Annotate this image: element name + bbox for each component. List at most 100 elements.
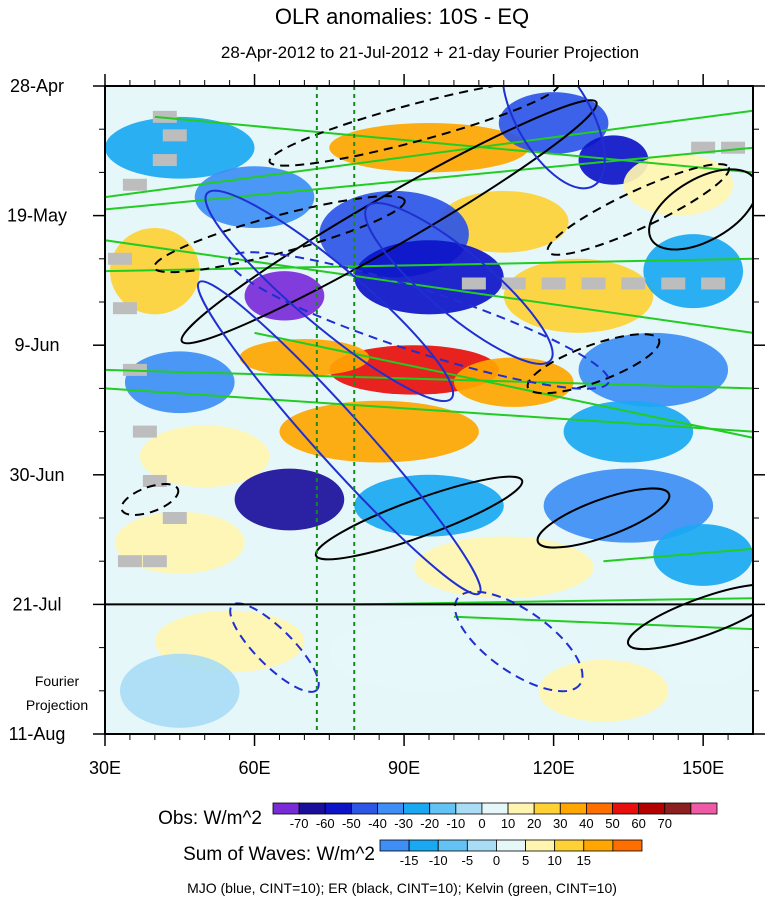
missing-data-cell [152, 154, 177, 167]
projection-label-line1: Fourier [35, 673, 80, 689]
anomaly-blob [414, 536, 594, 599]
projection-label-line2: Projection [26, 697, 88, 713]
missing-data-cell [132, 425, 157, 438]
colorbar-swatch [379, 839, 410, 852]
anomaly-blob [498, 92, 609, 154]
x-tick-label: 60E [239, 758, 271, 778]
colorbar-swatch [429, 802, 457, 815]
er-contour [314, 475, 524, 561]
colorbar-level-label: -60 [316, 816, 335, 831]
missing-data-cell [112, 302, 137, 315]
colorbar-level-label: 10 [501, 816, 515, 831]
x-tick-label: 150E [682, 758, 724, 778]
anomaly-blob [354, 240, 504, 315]
anomaly-blob [438, 190, 569, 253]
anomaly-blob [543, 468, 714, 543]
colorbar-level-label: -40 [368, 816, 387, 831]
missing-data-cell [721, 141, 746, 154]
missing-data-cell [122, 178, 147, 191]
er-contour [536, 487, 671, 549]
x-tick-label: 120E [533, 758, 575, 778]
anomaly-blob [139, 425, 270, 488]
er-contour [626, 583, 753, 651]
colorbar-level-label: -10 [446, 816, 465, 831]
obs-colorbar-label: Obs: W/m^2 [158, 808, 262, 829]
missing-data-cell [541, 277, 566, 290]
colorbar-swatch [612, 802, 640, 815]
mjo-contour [453, 590, 584, 693]
missing-data-cell [701, 277, 726, 290]
missing-data-cell [691, 141, 716, 154]
colorbar-swatch [408, 839, 439, 852]
missing-data-cell [162, 129, 187, 142]
colorbar-level-label: -10 [429, 853, 448, 868]
anomaly-blob [563, 400, 694, 463]
y-tick-label: 28-Apr [10, 76, 64, 96]
missing-data-cell [142, 474, 167, 487]
waves-colorbar: -15 -10 -5 0 5 10 15 [379, 839, 643, 868]
colorbar-swatch [586, 802, 613, 815]
colorbar-level-label: 40 [579, 816, 593, 831]
colorbar-swatch [350, 802, 378, 815]
plot-area [105, 86, 753, 734]
missing-data-cell [117, 555, 142, 568]
colorbar-level-label: 30 [553, 816, 567, 831]
waves-colorbar-label: Sum of Waves: W/m^2 [183, 844, 375, 865]
colorbar-level-label: -15 [400, 853, 419, 868]
er-contour [546, 163, 731, 256]
colorbar-level-label: -70 [290, 816, 309, 831]
x-tick-label: 90E [388, 758, 420, 778]
y-tick-label: 21-Jul [12, 594, 61, 614]
colorbar-swatch [525, 839, 556, 852]
colorbar-swatch [437, 839, 468, 852]
x-tick-label: 30E [89, 758, 121, 778]
anomaly-blob [244, 271, 325, 321]
anomaly-blob [239, 339, 370, 377]
kelvin-contour [105, 368, 753, 390]
colorbar-level-label: 0 [493, 853, 500, 868]
colorbar-level-label: 15 [577, 853, 591, 868]
missing-data-cell [461, 277, 486, 290]
reference-lines [315, 86, 356, 734]
mjo-contour [204, 189, 455, 403]
anomaly-blob [503, 258, 654, 333]
missing-data-cell [661, 277, 686, 290]
er-contour [648, 168, 753, 251]
mjo-contours [196, 86, 610, 693]
anomaly-blob [329, 616, 529, 691]
missing-data-cell [581, 277, 606, 290]
anomaly-blob [538, 659, 669, 722]
colorbar-level-label: 5 [522, 853, 529, 868]
obs-colorbar: -70 -60 -50 -40 -30 -20 -10 0 10 20 30 40 50 60 70 [272, 802, 718, 831]
kelvin-contour [105, 387, 753, 433]
colorbar-level-label: 10 [547, 853, 561, 868]
colorbar-swatch [690, 802, 718, 815]
missing-data-cell [142, 555, 167, 568]
colorbar-swatch [298, 802, 326, 815]
y-tick-label: 30-Jun [9, 465, 64, 485]
colorbar-level-label: 50 [605, 816, 619, 831]
colorbar-swatch [403, 802, 431, 815]
colorbar-swatch [638, 802, 666, 815]
colorbar-level-label: -50 [342, 816, 361, 831]
colorbar-swatch [324, 802, 352, 815]
er-contour [526, 333, 661, 395]
colorbar-swatch [507, 802, 535, 815]
colorbar-swatch [533, 802, 561, 815]
kelvin-contour [254, 331, 753, 439]
x-axis: 30E 60E 90E 120E 150E [89, 74, 729, 778]
er-contour [120, 483, 180, 516]
colorbar-swatch [455, 802, 483, 815]
colorbar-swatch [583, 839, 614, 852]
er-contour [180, 99, 598, 345]
footer-note: MJO (blue, CINT=10); ER (black, CINT=10)… [187, 880, 617, 896]
mjo-contour [501, 86, 606, 190]
mjo-contour [196, 280, 482, 596]
missing-data [107, 110, 746, 568]
colorbar-swatch [272, 802, 300, 815]
anomaly-blob [234, 468, 345, 531]
colorbar-swatch [612, 839, 643, 852]
anomaly-field [105, 92, 753, 728]
er-contour [153, 195, 406, 274]
chart-subtitle: 28-Apr-2012 to 21-Jul-2012 + 21-day Four… [221, 43, 639, 62]
